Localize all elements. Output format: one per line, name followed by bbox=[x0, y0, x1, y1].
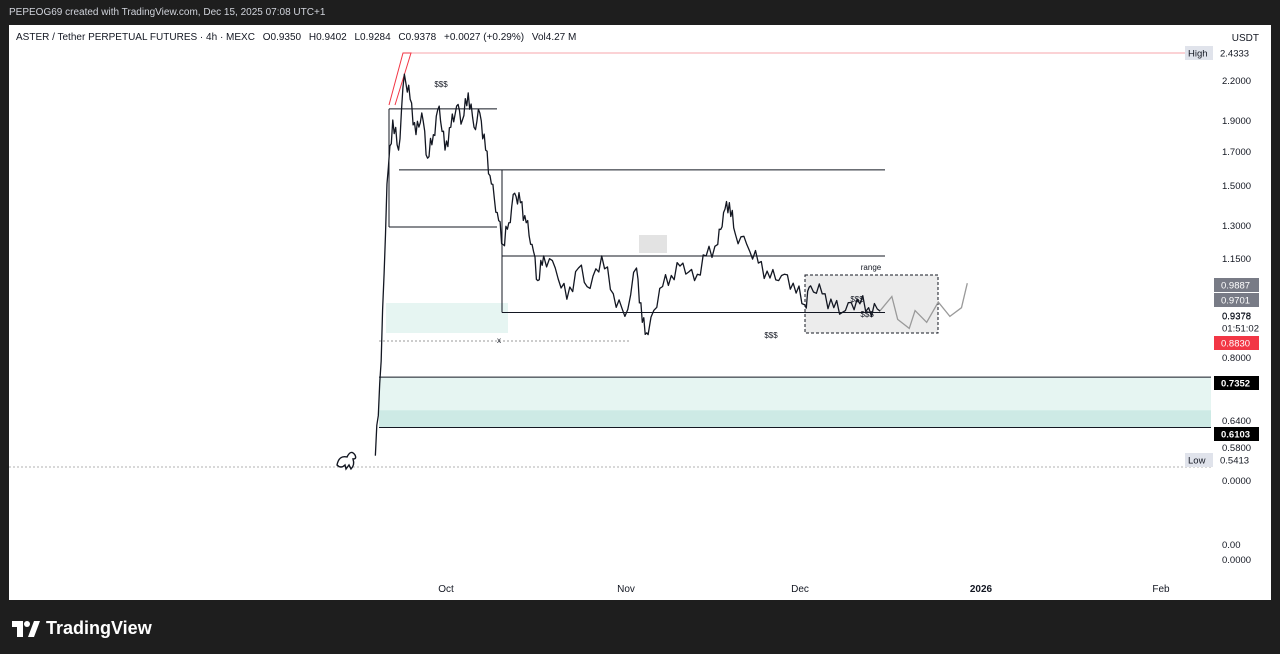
price-tag-value: 0.9887 bbox=[1221, 281, 1250, 292]
range-box bbox=[804, 274, 939, 334]
price-marker bbox=[1185, 453, 1213, 467]
demand-zone-core bbox=[379, 410, 1211, 428]
price-tag-value: 01:51:02 bbox=[1222, 324, 1259, 335]
y-tick-label: 2.2000 bbox=[1222, 76, 1251, 87]
y-tick-label: 1.3000 bbox=[1222, 221, 1251, 232]
close-value: C0.9378 bbox=[398, 32, 437, 43]
tradingview-logo-icon bbox=[12, 620, 40, 637]
x-tick-label: Dec bbox=[791, 584, 809, 595]
y-tick-label: 0.8000 bbox=[1222, 353, 1251, 364]
y-tick-label: 0.00 bbox=[1222, 540, 1241, 551]
x-tick-label: Feb bbox=[1152, 584, 1170, 595]
projection-path bbox=[879, 283, 968, 330]
symbol-label[interactable]: ASTER / Tether PERPETUAL FUTURES · 4h · … bbox=[16, 32, 255, 43]
price-marker-value: 2.4333 bbox=[1220, 49, 1249, 60]
price-tag bbox=[1214, 293, 1259, 307]
tradingview-wordmark: TradingView bbox=[46, 618, 152, 638]
price-tag-value: 0.9701 bbox=[1221, 296, 1250, 307]
y-tick-label: 1.7000 bbox=[1222, 147, 1251, 158]
price-tag bbox=[1214, 336, 1259, 350]
y-tick-label: 0.6400 bbox=[1222, 416, 1251, 427]
header-caption: PEPEOG69 created with TradingView.com, D… bbox=[9, 7, 326, 18]
low-value: L0.9284 bbox=[354, 32, 391, 43]
price-tag bbox=[1214, 427, 1259, 441]
y-tick-label: 1.1500 bbox=[1222, 254, 1251, 265]
supply-block bbox=[639, 235, 667, 253]
volume-value: Vol4.27 M bbox=[531, 32, 577, 43]
high-value: H0.9402 bbox=[308, 32, 347, 43]
price-marker-value: 0.5413 bbox=[1220, 456, 1249, 467]
price-tag-value: 0.8830 bbox=[1221, 339, 1250, 350]
header-bar: PEPEOG69 created with TradingView.com, D… bbox=[0, 0, 1280, 24]
ath-wedge bbox=[388, 52, 412, 106]
y-tick-label: 1.5000 bbox=[1222, 181, 1251, 192]
footer-bar: TradingView bbox=[0, 601, 1280, 654]
annotation-label: $$$ bbox=[764, 331, 778, 340]
symbol-legend: ASTER / Tether PERPETUAL FUTURES · 4h · … bbox=[16, 32, 581, 43]
annotation-label: $$$ bbox=[850, 295, 864, 304]
x-tick-label: 2026 bbox=[970, 584, 993, 595]
tradingview-logo[interactable]: TradingView bbox=[12, 618, 152, 639]
y-tick-label: 1.9000 bbox=[1222, 116, 1251, 127]
fvg-zone bbox=[386, 303, 508, 333]
annotation-label: $$$ bbox=[434, 80, 448, 89]
price-tag-value: 0.6103 bbox=[1221, 430, 1250, 441]
x-tick-label: Nov bbox=[617, 584, 635, 595]
price-tag bbox=[1214, 278, 1259, 292]
open-value: O0.9350 bbox=[262, 32, 302, 43]
y-tick-label: 0.0000 bbox=[1222, 476, 1251, 487]
annotation-label: x bbox=[497, 336, 501, 345]
price-marker-label: Low bbox=[1188, 456, 1206, 467]
y-tick-label: 0.5800 bbox=[1222, 443, 1251, 454]
y-tick-label: 0.0000 bbox=[1222, 555, 1251, 566]
chart-panel[interactable]: $$$ $$$ $$$ range x $$$ 2.2000 1.9000 1.7000 1.5… bbox=[9, 25, 1271, 600]
annotation-label: range bbox=[861, 263, 882, 272]
price-marker bbox=[1185, 46, 1213, 60]
price-chart[interactable]: $$$ $$$ $$$ range x $$$ 2.2000 1.9000 1.7000 1.5… bbox=[9, 25, 1271, 600]
price-marker-label: High bbox=[1188, 49, 1208, 60]
y-tick-label: 0.9378 bbox=[1222, 311, 1251, 322]
price-tag-value: 0.7352 bbox=[1221, 379, 1250, 390]
x-tick-label: Oct bbox=[438, 584, 454, 595]
price-tag bbox=[1214, 376, 1259, 390]
change-value: +0.0027 (+0.29%) bbox=[444, 32, 525, 43]
dino-icon bbox=[336, 451, 357, 471]
price-tag-value: 0.9378 bbox=[1222, 312, 1251, 323]
annotation-label: $$$ bbox=[860, 310, 874, 319]
price-series bbox=[374, 73, 881, 456]
currency-label[interactable]: USDT bbox=[1231, 33, 1259, 44]
